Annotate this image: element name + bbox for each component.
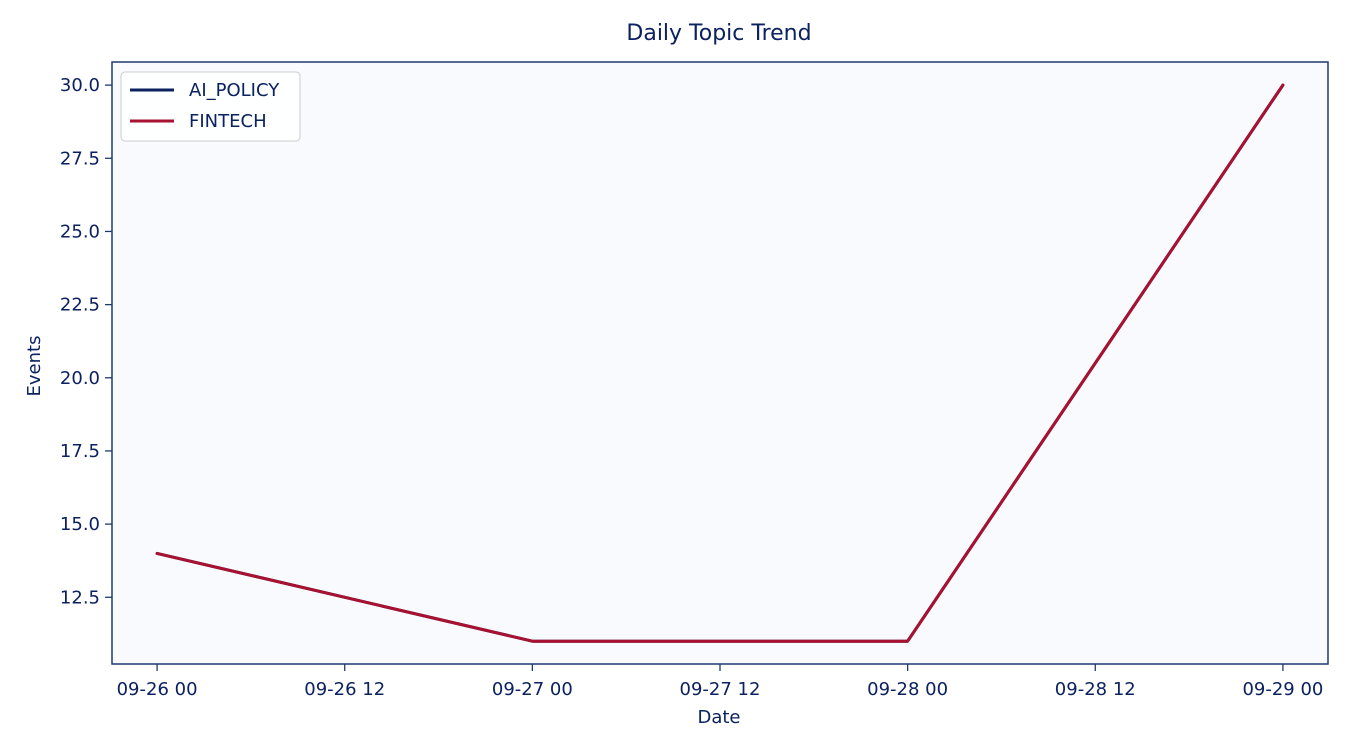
y-tick-label: 27.5 <box>60 148 100 169</box>
x-axis-ticks: 09-26 00 09-26 12 09-27 00 09-27 12 09-28 00… <box>117 664 1323 700</box>
x-tick-label: 09-26 00 <box>117 679 198 700</box>
x-tick-label: 09-27 00 <box>492 679 573 700</box>
legend-label: AI_POLICY <box>189 80 280 101</box>
legend: AI_POLICY FINTECH <box>120 71 301 142</box>
y-tick-label: 15.0 <box>60 514 100 535</box>
x-tick-label: 09-26 12 <box>304 679 385 700</box>
x-tick-label: 09-28 12 <box>1055 679 1136 700</box>
x-axis-label: Date <box>697 707 740 728</box>
chart-title: Daily Topic Trend <box>626 21 811 46</box>
y-axis-label: Events <box>24 336 45 397</box>
x-tick-label: 09-28 00 <box>867 679 948 700</box>
x-tick-label: 09-29 00 <box>1242 679 1323 700</box>
y-tick-label: 25.0 <box>60 221 100 242</box>
y-tick-label: 12.5 <box>60 587 100 608</box>
plot-area <box>111 61 1329 665</box>
y-tick-label: 30.0 <box>60 75 100 96</box>
x-tick-label: 09-27 12 <box>680 679 761 700</box>
series-layer <box>155 83 1285 643</box>
series-line-fintech <box>155 83 1285 643</box>
legend-label: FINTECH <box>189 111 267 132</box>
y-axis-ticks: 12.5 15.0 17.5 20.0 22.5 25.0 27.5 30.0 <box>60 75 112 608</box>
y-tick-label: 17.5 <box>60 441 100 462</box>
y-tick-label: 22.5 <box>60 295 100 316</box>
y-tick-label: 20.0 <box>60 368 100 389</box>
